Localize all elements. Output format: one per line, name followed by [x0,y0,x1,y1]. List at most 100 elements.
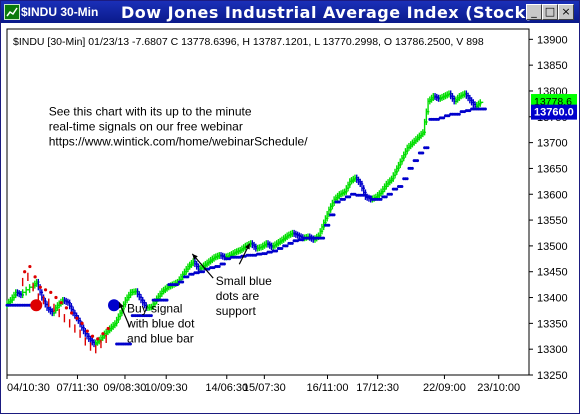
support-dot [457,112,461,116]
chart-app-icon [4,4,20,20]
x-tick-label: 16/11:00 [307,382,349,394]
annotation-line: See this chart with its up to the minute [49,105,252,119]
support-dot [327,223,331,227]
support-dot [280,246,284,250]
red-resistance-dot [33,275,37,279]
red-resistance-dot [96,337,100,341]
support-dot [181,280,185,284]
y-tick-label: 13850 [537,60,568,72]
x-tick-label: 04/10:30 [7,382,50,394]
red-resistance-dot [43,288,48,292]
red-resistance-dot [101,332,105,336]
support-dot [149,314,153,318]
x-tick-label: 07/11:30 [56,382,98,394]
red-resistance-dot [64,306,69,310]
plot-frame [6,28,530,376]
support-dot [337,200,341,204]
signal-dot [108,299,121,312]
red-resistance-dot [49,290,53,294]
support-dot [483,107,487,111]
x-tick-label: 15/07:30 [243,382,286,394]
x-tick-label: 22/09:00 [423,382,466,394]
support-dot [290,241,294,245]
last-price-box [531,104,577,120]
annotation-line: and blue bar [127,332,194,346]
support-dot [400,185,404,189]
red-resistance-dot [75,316,79,320]
y-tick-label: 13300 [537,344,568,356]
annotation-line: with blue dot [126,317,195,331]
price-chart: $INDU [30-Min] 01/23/13 -7.6807 C 13778.… [5,28,577,394]
arrow-head [192,253,198,260]
support-dot [128,342,132,346]
title-bar[interactable]: $INDU 30-Min Dow Jones Industrial Averag… [1,1,579,23]
arrow-head [118,302,124,309]
support-dot [217,265,221,269]
last-price-label: 13760.0 [534,107,574,119]
y-tick-label: 13450 [537,267,568,279]
red-resistance-dot [80,321,84,325]
support-dot [175,283,179,287]
support-dot [186,275,190,279]
support-dot [348,195,352,199]
x-tick-label: 10/09:30 [145,382,188,394]
window-title: $INDU 30-Min [21,5,99,19]
red-resistance-dot [54,295,58,300]
annotation-text: See this chart with its up to the minute… [49,105,308,149]
support-dot [442,116,446,120]
red-resistance-dot [70,311,74,315]
support-dot [285,244,289,248]
red-resistance-dot [23,270,27,274]
chart-title: Dow Jones Industrial Average Index (Stoc… [121,3,534,22]
support-dot [384,195,388,199]
x-tick-label: 23/10:00 [477,382,520,394]
annotation-line: real-time signals on our free webinar [49,120,243,134]
annotation-line: Small blue [216,274,272,288]
chart-header: $INDU [30-Min] 01/23/13 -7.6807 C 13778.… [13,36,484,48]
annotation-line: dots are [216,289,260,303]
x-tick-label: 17/12:30 [356,382,399,394]
support-dot [165,298,169,302]
red-resistance-dot [85,329,89,333]
maximize-button[interactable]: □ [542,4,558,20]
support-dot [222,262,226,266]
y-tick-label: 13500 [537,241,568,253]
support-dot [202,270,206,274]
annotation-text: Buy signal with blue dot and blue bar [126,302,195,346]
annotation-line: https://www.wintick.com/home/webinarSche… [49,135,308,149]
close-button[interactable]: × [558,4,574,20]
support-dot [379,197,383,201]
y-tick-label: 13550 [537,215,568,227]
green-price-box [531,94,577,109]
red-resistance-dot [59,301,63,305]
support-dot [342,197,346,201]
y-tick-label: 13350 [537,318,568,330]
signal-dot [30,299,43,312]
y-tick-label: 13700 [537,138,568,150]
red-resistance-dot [90,334,95,338]
support-dot [332,213,336,217]
annotation-line: support [216,304,257,318]
y-tick-label: 13400 [537,293,568,305]
support-dot [405,177,409,181]
x-tick-label: 14/06:30 [205,382,248,394]
support-dot [421,151,425,155]
support-dot [275,249,279,253]
support-dot [426,146,430,150]
support-dot [395,187,399,191]
annotation-line: Buy signal [127,302,182,316]
x-tick-label: 09/08:30 [104,382,147,394]
red-resistance-dot [38,285,42,289]
support-dot [322,236,326,240]
red-resistance-dot [106,326,110,331]
arrow-head [244,243,250,250]
support-dot [389,192,393,196]
y-tick-label: 13650 [537,163,568,175]
y-tick-label: 13900 [537,34,568,46]
y-tick-label: 13250 [537,370,568,382]
support-dot [410,166,414,170]
minimize-button[interactable]: _ [526,4,542,20]
support-dot [416,159,420,163]
red-resistance-dot [28,264,32,269]
